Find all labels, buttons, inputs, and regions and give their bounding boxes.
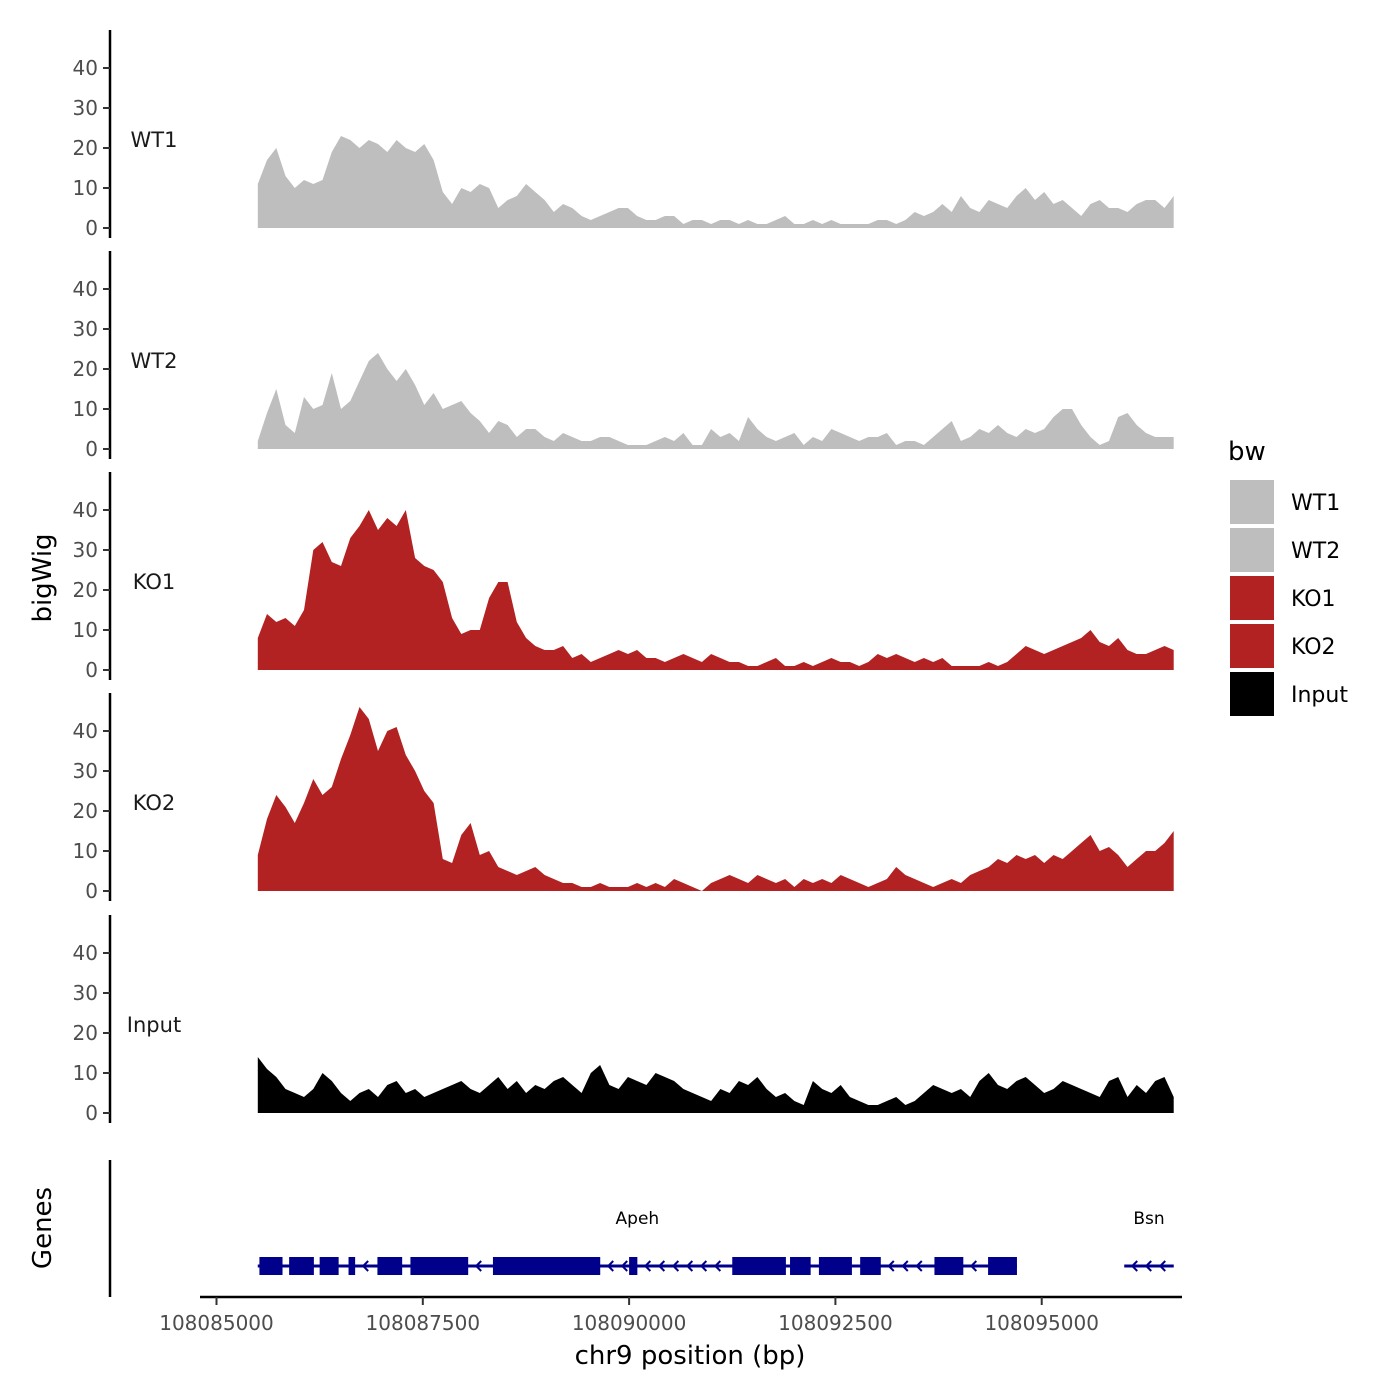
tracks: 0 10 20 30 40 WT1 0 10 20 30 40 WT2 0 10 20 30 40 KO1 0 10 2…: [73, 30, 1174, 1125]
coverage-area-ko1: [257, 510, 1174, 670]
strand-arrow: [1130, 1260, 1138, 1272]
strand-arrow: [643, 1260, 652, 1272]
y-tick-label: 0: [85, 658, 98, 682]
y-tick-label: 30: [73, 981, 98, 1005]
track-label: WT2: [131, 349, 178, 373]
legend-key-ko2: [1230, 624, 1274, 668]
gene-exon: [790, 1257, 811, 1275]
x-tick-label: 108085000: [159, 1311, 274, 1335]
legend-label: Input: [1291, 683, 1348, 708]
gene-exon: [732, 1257, 786, 1275]
gene-exon: [289, 1257, 314, 1275]
strand-arrow: [361, 1260, 369, 1272]
coverage-area-ko2: [257, 707, 1174, 891]
track-label: KO2: [133, 791, 176, 815]
gene-label: Apeh: [616, 1209, 660, 1229]
genes-panel: Apeh Bsn: [108, 1160, 1174, 1297]
y-tick-label: 40: [73, 941, 98, 965]
legend-key-input: [1230, 672, 1274, 716]
track-wt2: 0 10 20 30 40 WT2: [73, 251, 1174, 461]
legend-key-wt2: [1230, 528, 1274, 572]
x-axis: 108085000 108087500 108090000 108092500 1080…: [159, 1295, 1182, 1335]
x-tick-label: 108095000: [984, 1311, 1099, 1335]
gene-exon: [860, 1257, 881, 1275]
y-tick-label: 20: [73, 1021, 98, 1045]
gene-exon: [934, 1257, 964, 1275]
y-tick-label: 40: [73, 719, 98, 743]
strand-arrow: [671, 1260, 680, 1272]
gene-exon: [319, 1257, 339, 1275]
strand-arrow: [474, 1260, 482, 1272]
strand-arrow: [887, 1260, 895, 1272]
strand-arrow: [620, 1260, 628, 1272]
legend-label: WT1: [1291, 491, 1340, 516]
x-tick-label: 108090000: [572, 1311, 687, 1335]
gene-exon: [377, 1257, 403, 1275]
y-axis-title: bigWig: [28, 533, 58, 622]
x-tick-label: 108087500: [366, 1311, 481, 1335]
track-ko2: 0 10 20 30 40 KO2: [73, 693, 1174, 903]
y-tick-label: 20: [73, 136, 98, 160]
legend-title: bw: [1228, 437, 1266, 467]
y-tick-label: 0: [85, 216, 98, 240]
x-tick-label: 108092500: [778, 1311, 893, 1335]
y-tick-label: 40: [73, 498, 98, 522]
y-tick-label: 10: [73, 618, 98, 642]
legend-key-wt1: [1230, 480, 1274, 524]
y-tick-label: 0: [85, 879, 98, 903]
y-tick-label: 0: [85, 1101, 98, 1125]
legend-label: WT2: [1291, 539, 1340, 564]
y-tick-label: 10: [73, 176, 98, 200]
track-ko1: 0 10 20 30 40 KO1: [73, 472, 1174, 682]
strand-arrow: [713, 1260, 722, 1272]
gene-exon: [988, 1257, 1017, 1275]
track-input: 0 10 20 30 40 Input: [73, 915, 1174, 1125]
gene-exon: [348, 1257, 356, 1275]
strand-arrow: [606, 1260, 614, 1272]
legend-label: KO1: [1291, 587, 1336, 612]
y-tick-label: 20: [73, 578, 98, 602]
y-tick-label: 20: [73, 357, 98, 381]
gene-apeh: Apeh: [257, 1209, 1017, 1275]
track-label: WT1: [131, 128, 178, 152]
y-tick-label: 10: [73, 1061, 98, 1085]
y-tick-label: 0: [85, 437, 98, 461]
strand-arrow: [901, 1260, 909, 1272]
coverage-area-wt2: [257, 353, 1174, 449]
y-tick-label: 20: [73, 799, 98, 823]
strand-arrow: [685, 1260, 694, 1272]
strand-arrow: [699, 1260, 708, 1272]
coverage-area-wt1: [257, 136, 1174, 228]
track-label: Input: [127, 1013, 181, 1037]
gene-exon: [629, 1257, 638, 1275]
y-tick-label: 10: [73, 397, 98, 421]
y-tick-label: 30: [73, 317, 98, 341]
gene-bsn: Bsn: [1124, 1209, 1174, 1272]
genes-axis-title: Genes: [28, 1187, 58, 1269]
coverage-area-input: [257, 1057, 1174, 1113]
gene-exon: [410, 1257, 469, 1275]
y-tick-label: 40: [73, 56, 98, 80]
strand-arrow: [1144, 1260, 1152, 1272]
y-tick-label: 30: [73, 96, 98, 120]
strand-arrow: [1158, 1260, 1166, 1272]
y-tick-label: 10: [73, 839, 98, 863]
gene-label: Bsn: [1133, 1209, 1164, 1229]
track-label: KO1: [133, 570, 176, 594]
x-axis-title: chr9 position (bp): [575, 1341, 806, 1371]
y-tick-label: 40: [73, 277, 98, 301]
legend-key-ko1: [1230, 576, 1274, 620]
legend-label: KO2: [1291, 635, 1336, 660]
strand-arrow: [915, 1260, 923, 1272]
track-wt1: 0 10 20 30 40 WT1: [73, 30, 1174, 240]
strand-arrow: [657, 1260, 666, 1272]
legend: bw WT1 WT2 KO1 KO2 Input: [1228, 437, 1348, 716]
gene-exon: [818, 1257, 852, 1275]
y-tick-label: 30: [73, 538, 98, 562]
gene-exon: [259, 1257, 283, 1275]
gene-exon: [492, 1257, 601, 1275]
strand-arrow: [969, 1260, 978, 1272]
y-tick-label: 30: [73, 759, 98, 783]
